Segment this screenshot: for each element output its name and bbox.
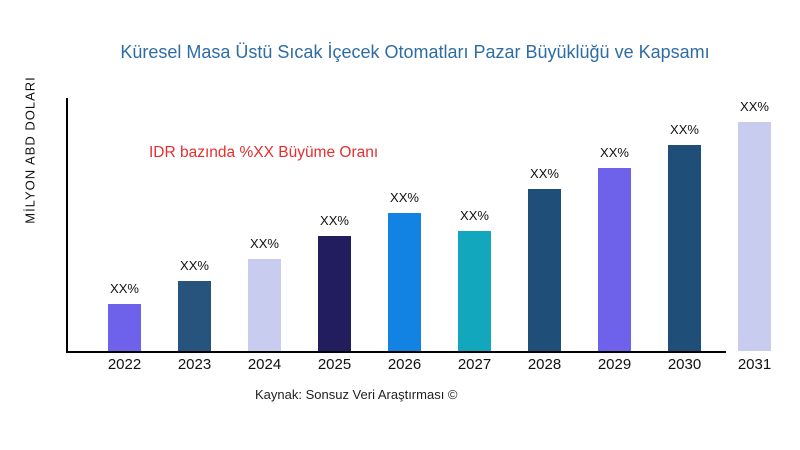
bar-value-label-2025: XX% <box>320 213 349 228</box>
bar-2025 <box>318 236 351 351</box>
bar-value-label-2027: XX% <box>460 208 489 223</box>
x-axis-line <box>66 351 726 353</box>
x-tick-2022: 2022 <box>107 356 142 373</box>
bar-2026 <box>388 213 421 351</box>
y-axis-line <box>66 98 68 353</box>
x-tick-2030: 2030 <box>667 356 702 373</box>
bar-value-label-2022: XX% <box>110 281 139 296</box>
bar-2023 <box>178 281 211 351</box>
source-caption: Kaynak: Sonsuz Veri Araştırması © <box>255 387 458 402</box>
bar-2022 <box>108 304 141 351</box>
bar-2029 <box>598 168 631 351</box>
bar-value-label-2026: XX% <box>390 190 419 205</box>
x-tick-2023: 2023 <box>177 356 212 373</box>
bar-value-label-2029: XX% <box>600 145 629 160</box>
x-tick-2027: 2027 <box>457 356 492 373</box>
bar-2030 <box>668 145 701 351</box>
bar-value-label-2028: XX% <box>530 166 559 181</box>
bar-value-label-2030: XX% <box>670 122 699 137</box>
x-tick-2029: 2029 <box>597 356 632 373</box>
x-tick-2024: 2024 <box>247 356 282 373</box>
y-axis-label: MİLYON ABD DOLARI <box>22 76 38 224</box>
bar-value-label-2031: XX% <box>740 99 769 114</box>
chart-title: Küresel Masa Üstü Sıcak İçecek Otomatlar… <box>120 42 710 62</box>
x-tick-2031: 2031 <box>737 356 772 373</box>
bar-2031 <box>738 122 771 351</box>
bar-2027 <box>458 231 491 351</box>
growth-rate-annotation: IDR bazında %XX Büyüme Oranı <box>149 144 379 161</box>
bar-value-label-2023: XX% <box>180 258 209 273</box>
bar-value-label-2024: XX% <box>250 236 279 251</box>
bar-2028 <box>528 189 561 351</box>
x-tick-2028: 2028 <box>527 356 562 373</box>
x-tick-2025: 2025 <box>317 356 352 373</box>
x-tick-2026: 2026 <box>387 356 422 373</box>
bar-2024 <box>248 259 281 351</box>
